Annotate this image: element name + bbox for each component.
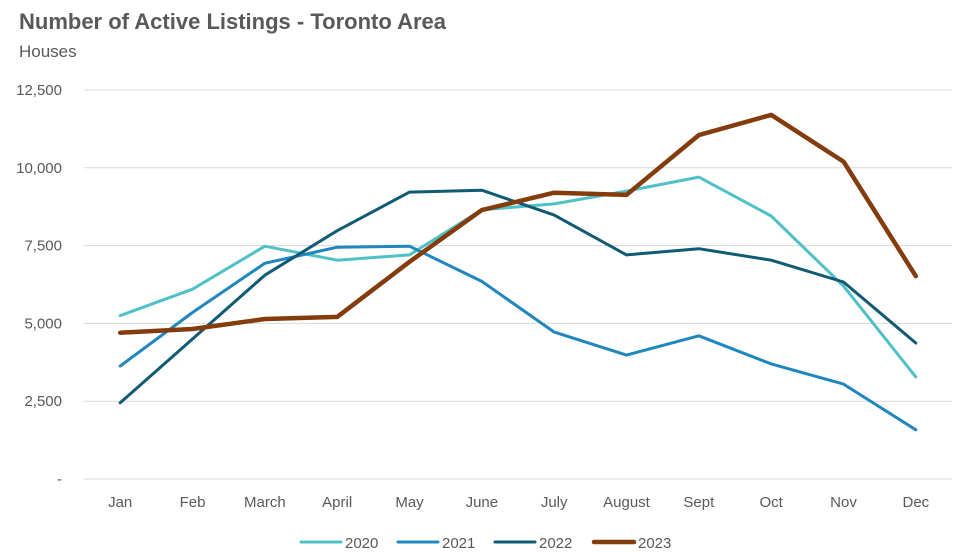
x-tick-label: Dec — [902, 494, 929, 511]
x-tick-label: April — [322, 494, 352, 511]
y-axis-ticks: - 2,500 5,000 7,500 10,000 12,500 — [16, 82, 62, 488]
y-tick-label: 10,000 — [16, 160, 62, 177]
y-tick-label: 12,500 — [16, 82, 62, 99]
x-tick-label: Feb — [180, 494, 206, 511]
series-line-2020 — [118, 175, 918, 379]
y-tick-label: - — [57, 471, 62, 488]
chart-title: Number of Active Listings - Toronto Area — [19, 9, 446, 34]
legend: 2020 2021 2022 2023 — [299, 535, 671, 552]
x-tick-label: March — [244, 494, 286, 511]
series-line-2023 — [117, 112, 919, 335]
legend-label-2023: 2023 — [638, 535, 671, 552]
x-axis-ticks: Jan Feb March April May June July August Sept Oct… — [108, 494, 930, 511]
x-tick-label: Oct — [759, 494, 783, 511]
chart-subtitle: Houses — [19, 42, 77, 61]
x-tick-label: Sept — [683, 494, 715, 511]
y-tick-label: 5,000 — [24, 315, 62, 332]
series-lines — [117, 112, 919, 432]
x-tick-label: July — [541, 494, 568, 511]
x-tick-label: June — [466, 494, 499, 511]
legend-label-2020: 2020 — [345, 535, 378, 552]
gridlines — [84, 89, 952, 480]
y-tick-label: 2,500 — [24, 393, 62, 410]
legend-label-2021: 2021 — [442, 535, 475, 552]
x-tick-label: August — [603, 494, 651, 511]
legend-label-2022: 2022 — [539, 535, 572, 552]
x-tick-label: May — [395, 494, 424, 511]
x-tick-label: Nov — [830, 494, 857, 511]
series-line-2021 — [118, 244, 918, 432]
x-tick-label: Jan — [108, 494, 132, 511]
y-tick-label: 7,500 — [24, 238, 62, 255]
